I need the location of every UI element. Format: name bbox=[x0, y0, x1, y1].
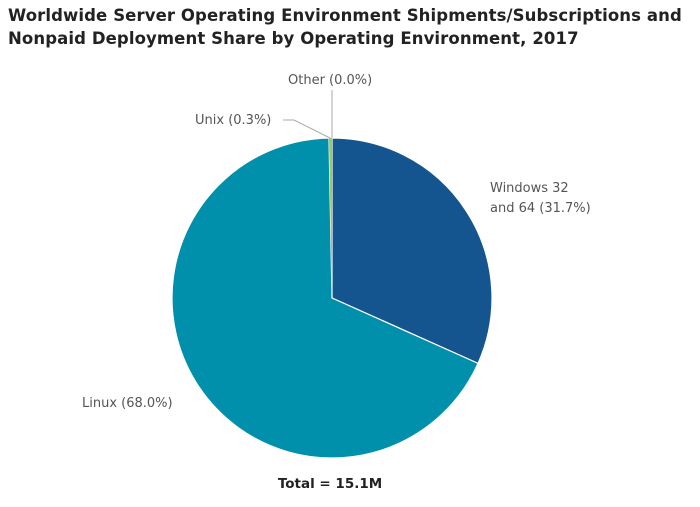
label-linux: Linux (68.0%) bbox=[82, 396, 173, 411]
label-windows-line1: Windows 32 bbox=[490, 181, 569, 196]
label-other: Other (0.0%) bbox=[288, 73, 372, 88]
title-line-1: Worldwide Server Operating Environment S… bbox=[8, 6, 682, 25]
title-line-2: Nonpaid Deployment Share by Operating En… bbox=[8, 29, 579, 48]
unix-leader-line bbox=[283, 119, 331, 139]
label-unix: Unix (0.3%) bbox=[195, 113, 271, 128]
slice-unix bbox=[328, 138, 332, 298]
label-windows-line2: and 64 (31.7%) bbox=[490, 201, 591, 216]
total-label: Total = 15.1M bbox=[278, 476, 382, 492]
slice-windows bbox=[331, 137, 493, 365]
chart-title: Worldwide Server Operating Environment S… bbox=[8, 4, 682, 50]
slice-linux bbox=[171, 137, 479, 459]
